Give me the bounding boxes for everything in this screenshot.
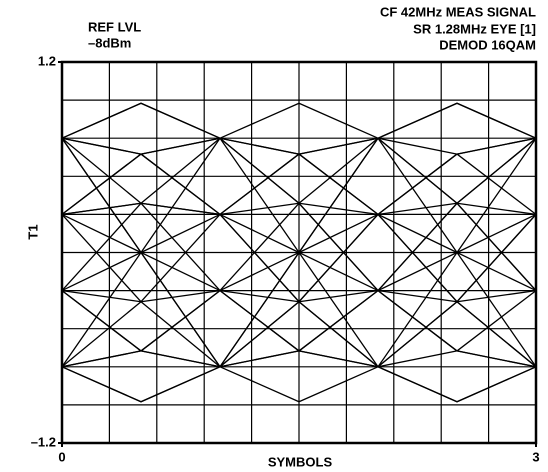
- y-axis-label: T1: [25, 224, 40, 239]
- x-tick-label: 0: [58, 449, 65, 464]
- x-tick-label: 3: [532, 449, 539, 464]
- info-left: –8dBm: [88, 35, 131, 50]
- info-right: CF 42MHz MEAS SIGNAL: [380, 4, 536, 19]
- y-tick-label: 1.2: [38, 53, 56, 68]
- info-right: DEMOD 16QAM: [439, 37, 536, 52]
- y-tick-label: –1.2: [31, 434, 56, 449]
- x-axis-label: SYMBOLS: [268, 454, 333, 469]
- eye-trace: [61, 137, 537, 368]
- info-left: REF LVL: [88, 19, 141, 34]
- plot-frame: [60, 60, 538, 445]
- info-right: SR 1.28MHz EYE [1]: [413, 21, 536, 36]
- eye-trace: [61, 137, 537, 368]
